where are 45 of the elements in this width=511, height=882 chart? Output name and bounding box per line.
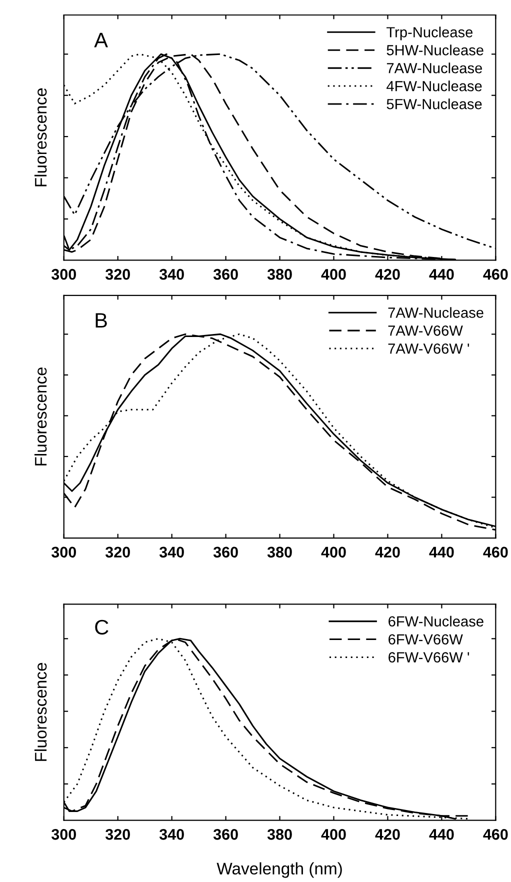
legend-label: 5FW-Nuclease — [386, 98, 482, 110]
legend-label: 7AW-Nuclease — [388, 307, 484, 318]
x-axis-title: Wavelength (nm) — [216, 862, 342, 878]
x-tick-label: 380 — [267, 268, 292, 280]
legend-label: 7AW-V66W — [388, 325, 463, 336]
x-tick-label: 360 — [213, 268, 238, 280]
x-tick-label: 340 — [159, 546, 184, 558]
x-tick-label: 400 — [321, 828, 346, 840]
x-tick-label: 340 — [159, 268, 184, 280]
x-tick-label: 460 — [483, 268, 508, 280]
y-axis-title: Fluorescence — [34, 367, 47, 466]
legend-label: 4FW-Nuclease — [386, 80, 482, 92]
legend-label: 6FW-Nuclease — [388, 616, 484, 627]
x-tick-label: 320 — [105, 828, 130, 840]
x-tick-label: 440 — [429, 546, 454, 558]
x-tick-label: 300 — [51, 828, 76, 840]
y-axis-title: Fluorescence — [34, 88, 47, 186]
x-tick-label: 420 — [375, 546, 400, 558]
x-tick-label: 340 — [159, 828, 184, 840]
x-tick-label: 380 — [267, 828, 292, 840]
text: A — [94, 32, 108, 48]
x-tick-label: 360 — [213, 828, 238, 840]
x-tick-label: 460 — [483, 546, 508, 558]
x-tick-label: 320 — [105, 546, 130, 558]
legend-label: 7AW-V66W ' — [388, 343, 470, 354]
x-tick-label: 420 — [375, 828, 400, 840]
x-tick-label: 400 — [321, 268, 346, 280]
legend-label: 6FW-V66W — [388, 634, 463, 645]
x-tick-label: 440 — [429, 268, 454, 280]
y-axis-title: Fluorescence — [34, 662, 47, 761]
legend-label: 6FW-V66W ' — [388, 652, 470, 662]
x-tick-label: 380 — [267, 546, 292, 558]
x-tick-label: 300 — [51, 268, 76, 280]
x-tick-label: 400 — [321, 546, 346, 558]
x-tick-label: 420 — [375, 268, 400, 280]
x-tick-label: 440 — [429, 828, 454, 840]
text: C — [95, 620, 108, 635]
text: B — [96, 313, 107, 328]
x-tick-label: 300 — [51, 546, 76, 558]
x-tick-label: 460 — [483, 828, 508, 840]
x-tick-label: 360 — [213, 546, 238, 558]
legend-label: Trp-Nuclease — [386, 26, 473, 40]
legend-label: 5HW-Nuclease — [386, 44, 484, 56]
x-tick-label: 320 — [105, 268, 130, 280]
legend-label: 7AW-Nuclease — [386, 62, 482, 74]
